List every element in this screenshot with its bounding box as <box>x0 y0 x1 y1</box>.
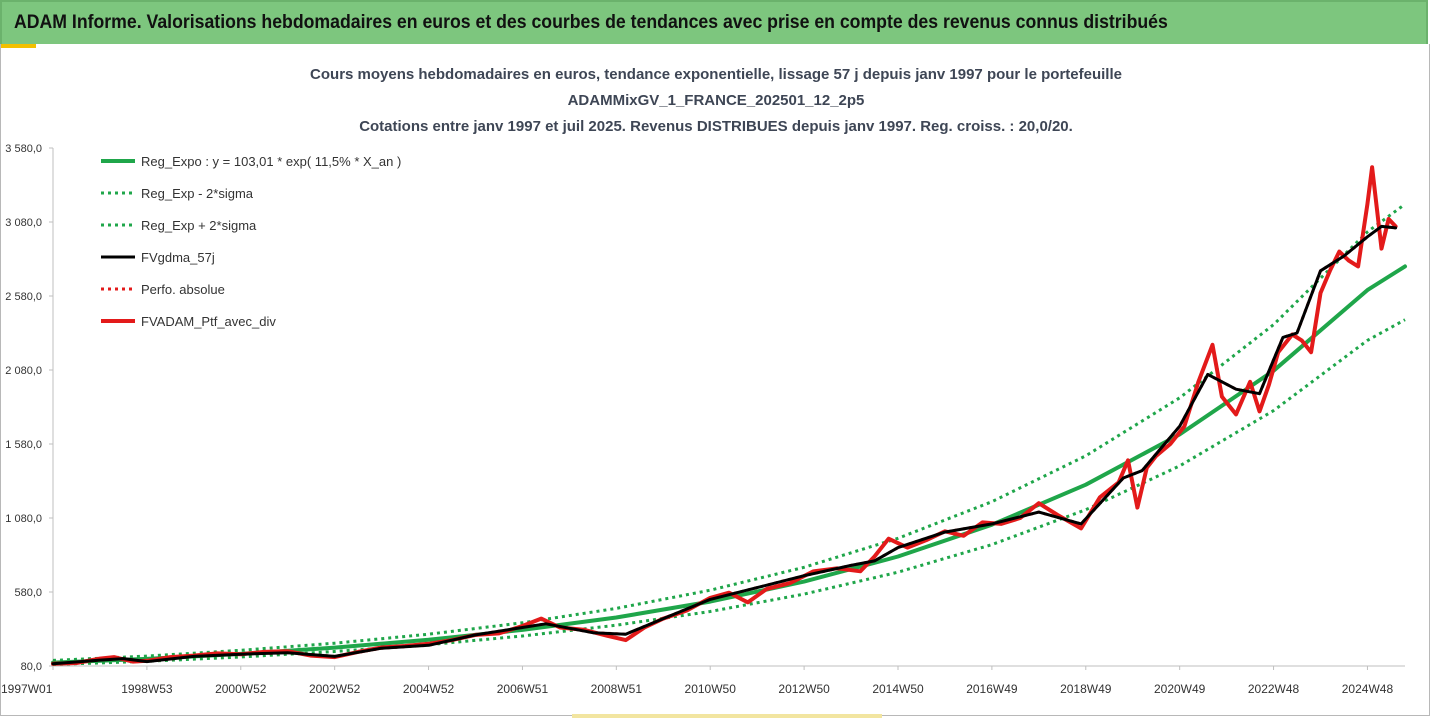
chart-title-line-1: Cours moyens hebdomadaires en euros, ten… <box>310 66 1122 83</box>
legend-label: Reg_Exp + 2*sigma <box>141 218 257 233</box>
accent-bar-top <box>0 44 36 48</box>
y-tick-label: 1 080,0 <box>5 513 42 525</box>
series-layer <box>51 165 1407 666</box>
page-title: ADAM Informe. Valorisations hebdomadaire… <box>14 12 1168 33</box>
x-tick-label: 2022W48 <box>1248 682 1300 696</box>
x-tick-label: 1997W01 <box>1 682 53 696</box>
x-tick-label: 2002W52 <box>309 682 361 696</box>
x-tick-label: 2024W48 <box>1342 682 1394 696</box>
accent-bar-bottom <box>572 714 882 718</box>
chart-title-line-3: Cotations entre janv 1997 et juil 2025. … <box>359 118 1073 135</box>
x-tick-label: 2012W50 <box>778 682 830 696</box>
y-tick-label: 2 580,0 <box>5 291 42 303</box>
x-tick-label: 2014W50 <box>872 682 924 696</box>
y-tick-label: 3 580,0 <box>5 143 42 155</box>
x-tick-label: 2004W52 <box>403 682 455 696</box>
x-tick-label: 2000W52 <box>215 682 267 696</box>
header-banner: ADAM Informe. Valorisations hebdomadaire… <box>0 0 1428 44</box>
legend-label: FVADAM_Ptf_avec_div <box>141 314 276 329</box>
y-tick-label: 80,0 <box>21 661 42 673</box>
y-tick-label: 1 580,0 <box>5 439 42 451</box>
x-tick-label: 2016W49 <box>966 682 1018 696</box>
x-tick-label: 2020W49 <box>1154 682 1206 696</box>
series-line-3 <box>51 224 1398 666</box>
legend-label: Reg_Expo : y = 103,01 * exp( 11,5% * X_a… <box>141 154 401 169</box>
x-tick-label: 2008W51 <box>591 682 643 696</box>
y-tick-label: 3 080,0 <box>5 217 42 229</box>
legend-label: FVgdma_57j <box>141 250 215 265</box>
x-tick-label: 2018W49 <box>1060 682 1112 696</box>
chart-title-line-2: ADAMMixGV_1_FRANCE_202501_12_2p5 <box>567 92 865 109</box>
x-tick-label: 2006W51 <box>497 682 549 696</box>
series-line-5 <box>51 165 1398 666</box>
legend: Reg_Expo : y = 103,01 * exp( 11,5% * X_a… <box>101 154 401 329</box>
legend-label: Reg_Exp - 2*sigma <box>141 186 254 201</box>
series-line-1 <box>52 318 1406 666</box>
axes-layer: 80,0 580,0 1 080,0 1 580,0 2 080,0 2 580,0 3 0… <box>1 143 1405 696</box>
legend-label: Perfo. absolue <box>141 282 225 297</box>
y-tick-label: 2 080,0 <box>5 365 42 377</box>
x-tick-label: 1998W53 <box>121 682 173 696</box>
x-tick-label: 2010W50 <box>685 682 737 696</box>
y-tick-label: 580,0 <box>14 587 42 599</box>
